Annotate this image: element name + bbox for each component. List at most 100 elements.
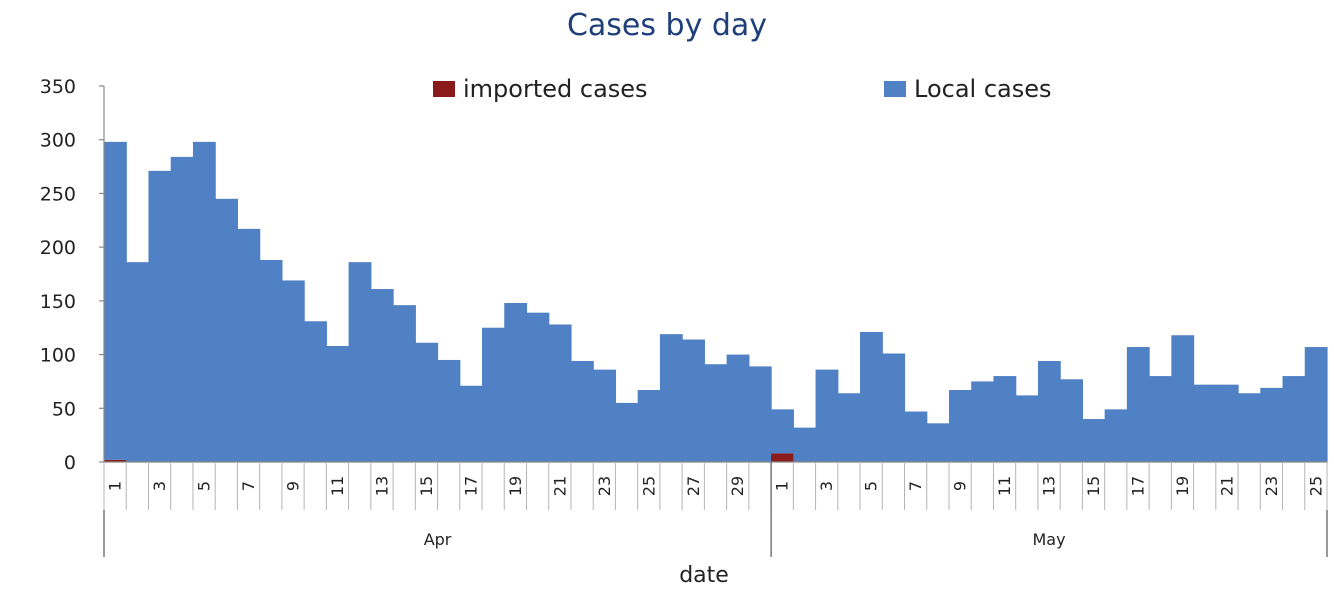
bar-local — [170, 156, 194, 462]
bar-local — [593, 369, 617, 462]
bar-local — [948, 390, 972, 462]
bar-local — [1149, 376, 1172, 462]
bar-local — [926, 423, 950, 462]
bar-local — [1215, 384, 1239, 462]
bar-local — [504, 303, 528, 462]
bar-local — [993, 376, 1017, 462]
bar-local — [215, 198, 239, 463]
x-tick-label: 23 — [1262, 476, 1281, 496]
bar-local — [748, 366, 772, 462]
legend-swatch-local — [884, 81, 906, 97]
bar-local — [237, 228, 261, 462]
x-tick-label: 1 — [773, 481, 792, 491]
bar-local — [1037, 361, 1061, 462]
x-tick-label: 17 — [1128, 476, 1147, 496]
bar-local — [126, 262, 150, 462]
x-tick-label: 7 — [906, 481, 925, 491]
bar-imported — [104, 459, 127, 462]
bar-local — [1104, 409, 1128, 462]
bar-local — [437, 359, 461, 462]
x-tick-label: 15 — [1084, 476, 1103, 496]
bar-local — [370, 289, 394, 462]
bar-local — [304, 321, 327, 462]
bar-local — [1060, 379, 1083, 462]
x-tick-label: 19 — [506, 476, 525, 496]
x-tick-label: 9 — [284, 481, 303, 491]
legend-label-imported: imported cases — [463, 75, 648, 103]
bar-local — [971, 381, 995, 462]
bar-local — [326, 345, 350, 462]
x-tick-label: 11 — [995, 476, 1014, 496]
bar-local — [1238, 393, 1261, 462]
x-tick-label: 25 — [1306, 476, 1325, 496]
bar-local — [393, 305, 416, 462]
x-group-label-apr: Apr — [424, 530, 452, 549]
bar-local — [860, 332, 883, 462]
x-tick-label: 13 — [1040, 476, 1059, 496]
y-tick-label: 200 — [40, 237, 76, 259]
y-tick-label: 0 — [64, 452, 76, 474]
x-tick-label: 29 — [728, 476, 747, 496]
bar-local — [104, 141, 127, 460]
bar-local — [793, 427, 817, 462]
x-axis-title: date — [679, 563, 729, 588]
x-tick-label: 21 — [1217, 476, 1236, 496]
legend-item-imported: imported cases — [433, 72, 648, 106]
bar-local — [548, 324, 572, 462]
x-tick-label: 5 — [862, 481, 881, 491]
x-tick-label: 3 — [150, 481, 169, 491]
x-tick-label: 9 — [951, 481, 970, 491]
x-tick-label: 15 — [417, 476, 436, 496]
bar-local — [882, 353, 906, 462]
bar-local — [570, 361, 594, 462]
bar-local — [1082, 419, 1106, 462]
bar-local — [1015, 395, 1039, 462]
x-tick-label: 21 — [550, 476, 569, 496]
bar-local — [704, 364, 728, 462]
y-tick-label: 100 — [40, 345, 76, 367]
bar-local — [259, 260, 283, 462]
x-tick-label: 25 — [639, 476, 658, 496]
bar-local — [526, 312, 550, 462]
bar-local — [1126, 347, 1150, 462]
bar-local — [1171, 335, 1195, 462]
x-tick-label: 19 — [1173, 476, 1192, 496]
y-tick-label: 150 — [40, 291, 76, 313]
x-tick-label: 7 — [239, 481, 258, 491]
bar-local — [148, 170, 172, 462]
bar-local — [815, 369, 839, 462]
bar-local — [1282, 376, 1306, 462]
bar-local — [837, 393, 861, 462]
bar-local — [192, 141, 216, 462]
bar-local — [281, 280, 305, 462]
chart-title: Cases by day — [566, 8, 768, 43]
bar-local — [348, 262, 372, 462]
legend-label-local: Local cases — [914, 75, 1052, 103]
x-tick-label: 17 — [461, 476, 480, 496]
bar-local — [771, 409, 794, 454]
bar-local — [1304, 347, 1328, 462]
bar-local — [637, 390, 661, 462]
bar-local — [659, 334, 683, 462]
bar-local — [615, 402, 639, 462]
y-tick-label: 50 — [52, 398, 76, 420]
y-tick-label: 350 — [40, 76, 76, 98]
x-tick-label: 3 — [817, 481, 836, 491]
bar-local — [1193, 384, 1217, 462]
bar-imported — [771, 453, 794, 462]
bar-local — [726, 354, 750, 462]
bar-local — [1260, 387, 1284, 462]
bar-local — [459, 385, 483, 462]
bar-local — [415, 342, 439, 462]
x-tick-label: 13 — [372, 476, 391, 496]
x-tick-label: 27 — [684, 476, 703, 496]
legend-item-local: Local cases — [884, 72, 1052, 106]
x-tick-label: 5 — [195, 481, 214, 491]
x-tick-label: 23 — [595, 476, 614, 496]
x-group-label-may: May — [1033, 530, 1066, 549]
bar-local — [482, 327, 505, 462]
y-tick-label: 300 — [40, 130, 76, 152]
x-tick-label: 1 — [106, 481, 125, 491]
x-tick-label: 11 — [328, 476, 347, 496]
